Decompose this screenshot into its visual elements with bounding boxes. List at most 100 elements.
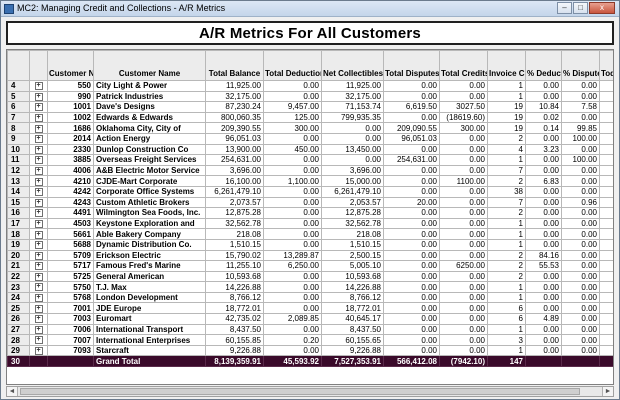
total-credits-cell[interactable]: 0.00 bbox=[439, 291, 488, 304]
total-disputes-cell[interactable]: 96,051.03 bbox=[383, 132, 440, 145]
total-balance-cell[interactable]: 6,261,479.10 bbox=[205, 185, 264, 198]
pct-disputes-cell[interactable]: 0.00 bbox=[561, 164, 600, 177]
invoice-count-cell[interactable]: 38 bbox=[487, 185, 526, 198]
table-row[interactable]: 18 +5661 Able Bakery Company 218.08 0.00 218.… bbox=[7, 228, 613, 240]
pct-deducts-cell[interactable]: 0.00 bbox=[525, 323, 562, 336]
customer-number-cell[interactable]: 4491 bbox=[47, 207, 94, 219]
invoice-count-cell[interactable]: 2 bbox=[487, 270, 526, 283]
net-collectibles-cell[interactable]: 15,000.00 bbox=[321, 175, 384, 187]
customer-name-cell[interactable]: International Enterprises bbox=[93, 334, 206, 346]
row-number[interactable]: 24 bbox=[7, 291, 30, 304]
total-disputes-cell[interactable]: 0.00 bbox=[383, 175, 440, 187]
today-forecast-cell[interactable] bbox=[599, 154, 613, 166]
net-collectibles-cell[interactable]: 60,155.65 bbox=[321, 334, 384, 346]
expand-plus-icon[interactable]: + bbox=[34, 166, 43, 175]
horizontal-scrollbar[interactable]: ◄ ► bbox=[6, 386, 614, 397]
total-credits-cell[interactable]: 0.00 bbox=[439, 249, 488, 262]
today-forecast-cell[interactable] bbox=[599, 143, 613, 156]
total-credits-cell[interactable]: 0.00 bbox=[439, 302, 488, 315]
customer-name-cell[interactable]: Erickson Electric bbox=[93, 249, 206, 262]
total-deductions-cell[interactable]: 13,289.87 bbox=[263, 249, 322, 262]
customer-number-cell[interactable]: 1001 bbox=[47, 101, 94, 113]
pct-disputes-cell[interactable]: 0.00 bbox=[561, 291, 600, 304]
total-credits-cell[interactable]: 0.00 bbox=[439, 217, 488, 230]
row-number[interactable]: 11 bbox=[7, 154, 30, 166]
pct-disputes-cell[interactable]: 0.00 bbox=[561, 175, 600, 187]
today-forecast-cell[interactable] bbox=[599, 196, 613, 209]
today-forecast-cell[interactable] bbox=[599, 334, 613, 346]
pct-disputes-cell[interactable]: 7.58 bbox=[561, 101, 600, 113]
net-collectibles-cell[interactable]: 5,005.10 bbox=[321, 260, 384, 272]
pct-deducts-cell[interactable]: 0.00 bbox=[525, 164, 562, 177]
row-number[interactable]: 28 bbox=[7, 334, 30, 346]
invoice-count-cell[interactable]: 2 bbox=[487, 175, 526, 187]
pct-deducts-cell[interactable]: 84.16 bbox=[525, 249, 562, 262]
expand-plus-icon[interactable]: + bbox=[34, 156, 43, 165]
expand-plus-icon[interactable]: + bbox=[34, 347, 43, 355]
invoice-count-cell[interactable]: 6 bbox=[487, 302, 526, 315]
customer-number-cell[interactable]: 550 bbox=[47, 80, 94, 92]
today-forecast-cell[interactable] bbox=[599, 228, 613, 240]
row-number[interactable]: 9 bbox=[7, 132, 30, 145]
customer-number-cell[interactable]: 4006 bbox=[47, 164, 94, 177]
customer-name-cell[interactable]: Oklahoma City, City of bbox=[93, 122, 206, 134]
today-forecast-cell[interactable] bbox=[599, 238, 613, 251]
total-balance-cell[interactable]: 254,631.00 bbox=[205, 154, 264, 166]
total-deductions-cell[interactable]: 0.00 bbox=[263, 323, 322, 336]
total-balance-cell[interactable]: 32,175.00 bbox=[205, 90, 264, 103]
total-disputes-cell[interactable]: 0.00 bbox=[383, 344, 440, 357]
today-forecast-cell[interactable] bbox=[599, 249, 613, 262]
pct-disputes-cell[interactable]: 0.00 bbox=[561, 344, 600, 357]
total-disputes-cell[interactable]: 20.00 bbox=[383, 196, 440, 209]
title-bar[interactable]: MC2: Managing Credit and Collections - A… bbox=[1, 1, 619, 17]
today-forecast-cell[interactable] bbox=[599, 291, 613, 304]
total-balance-cell[interactable]: 2,073.57 bbox=[205, 196, 264, 209]
total-disputes-cell[interactable]: 6,619.50 bbox=[383, 101, 440, 113]
table-row[interactable]: 21 +5717 Famous Fred's Marine 11,255.10 6,25… bbox=[7, 260, 613, 272]
pct-deducts-cell[interactable]: 0.00 bbox=[525, 185, 562, 198]
pct-disputes-cell[interactable]: 99.85 bbox=[561, 122, 600, 134]
customer-number-cell[interactable]: 5709 bbox=[47, 249, 94, 262]
row-number[interactable]: 5 bbox=[7, 90, 30, 103]
customer-name-cell[interactable]: Able Bakery Company bbox=[93, 228, 206, 240]
row-number[interactable]: 7 bbox=[7, 111, 30, 124]
invoice-count-cell[interactable]: 7 bbox=[487, 196, 526, 209]
total-disputes-cell[interactable]: 0.00 bbox=[383, 323, 440, 336]
table-row[interactable]: 26 +7003 Euromart 42,735.02 2,089.85 40,645.1… bbox=[7, 313, 613, 325]
total-disputes-cell[interactable]: 0.00 bbox=[383, 111, 440, 124]
total-credits-cell[interactable]: 0.00 bbox=[439, 164, 488, 177]
invoice-count-cell[interactable]: 1 bbox=[487, 344, 526, 357]
total-balance-cell[interactable]: 13,900.00 bbox=[205, 143, 264, 156]
total-deductions-cell[interactable]: 0.00 bbox=[263, 302, 322, 315]
pct-deducts-header[interactable]: % Deducts bbox=[525, 50, 562, 81]
total-disputes-cell[interactable]: 0.00 bbox=[383, 80, 440, 92]
pct-disputes-cell[interactable]: 0.00 bbox=[561, 238, 600, 251]
invoice-count-cell[interactable]: 1 bbox=[487, 323, 526, 336]
total-balance-cell[interactable]: 209,390.55 bbox=[205, 122, 264, 134]
net-collectibles-cell[interactable]: 11,925.00 bbox=[321, 80, 384, 92]
total-deductions-cell[interactable]: 0.00 bbox=[263, 228, 322, 240]
today-forecast-cell[interactable] bbox=[599, 344, 613, 357]
pct-disputes-cell[interactable]: 0.00 bbox=[561, 80, 600, 92]
total-credits-cell[interactable]: 0.00 bbox=[439, 207, 488, 219]
total-balance-cell[interactable]: 8,766.12 bbox=[205, 291, 264, 304]
table-row[interactable]: 6 +1001 Dave's Designs 87,230.24 9,457.00 71,… bbox=[7, 101, 613, 113]
maximize-button[interactable]: □ bbox=[573, 2, 588, 14]
expand-plus-icon[interactable]: + bbox=[34, 124, 43, 133]
table-row[interactable]: 5 +990 Patrick Industries 32,175.00 0.00 32,1… bbox=[7, 90, 613, 103]
net-collectibles-cell[interactable]: 799,935.35 bbox=[321, 111, 384, 124]
total-deductions-cell[interactable]: 0.00 bbox=[263, 132, 322, 145]
pct-deducts-cell[interactable]: 6.83 bbox=[525, 175, 562, 187]
total-deductions-cell[interactable]: 0.00 bbox=[263, 217, 322, 230]
invoice-count-cell[interactable]: 1 bbox=[487, 228, 526, 240]
table-row[interactable]: 13 +4210 CJDE-Mart Corporate 16,100.00 1,100… bbox=[7, 175, 613, 187]
total-balance-cell[interactable]: 18,772.01 bbox=[205, 302, 264, 315]
customer-number-cell[interactable]: 7001 bbox=[47, 302, 94, 315]
total-deductions-cell[interactable]: 2,089.85 bbox=[263, 313, 322, 325]
table-row[interactable]: 24 +5768 London Development 8,766.12 0.00 8,7… bbox=[7, 291, 613, 304]
customer-number-cell[interactable]: 7093 bbox=[47, 344, 94, 357]
pct-deducts-cell[interactable]: 0.00 bbox=[525, 302, 562, 315]
customer-number-cell[interactable]: 1686 bbox=[47, 122, 94, 134]
total-deductions-cell[interactable]: 0.00 bbox=[263, 185, 322, 198]
